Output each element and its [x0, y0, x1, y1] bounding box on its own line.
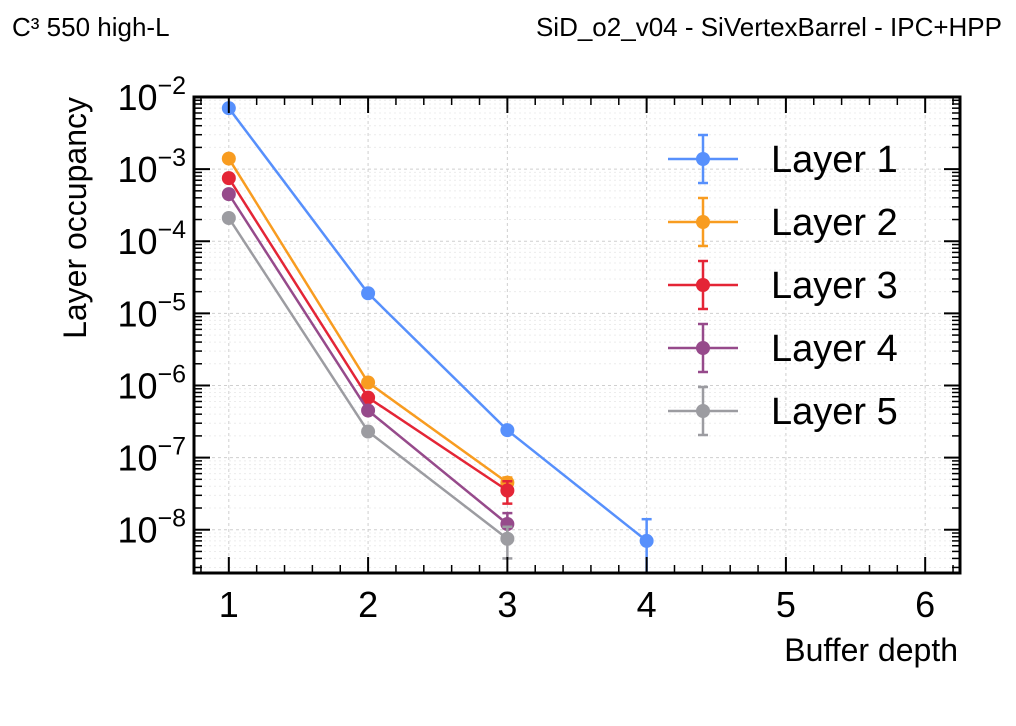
header-left-label: C³ 550 high-L	[12, 12, 170, 42]
legend-label: Layer 3	[771, 265, 898, 307]
data-point	[361, 424, 376, 439]
y-tick-label: 10−4	[117, 216, 186, 262]
data-point	[221, 151, 236, 166]
legend-item-3: Layer 3	[668, 259, 898, 311]
y-tick-label: 10−3	[117, 144, 186, 190]
tick-labels: 1 2 3 4 5 6 10−2 10−3 10−4 10−5 10−6 10−7 10−8	[117, 72, 935, 625]
x-tick-label: 1	[219, 584, 239, 625]
y-tick-label: 10−8	[117, 505, 186, 551]
x-tick-label: 5	[776, 584, 796, 625]
series-5	[221, 211, 515, 560]
header-right-label: SiD_o2_v04 - SiVertexBarrel - IPC+HPP	[535, 12, 1002, 42]
y-tick-label: 10−2	[117, 72, 186, 118]
legend-marker	[696, 152, 710, 166]
x-tick-label: 4	[637, 584, 657, 625]
legend-marker	[696, 215, 710, 229]
x-tick-label: 6	[915, 584, 935, 625]
y-tick-label: 10−6	[117, 360, 186, 406]
series-line	[227, 107, 648, 542]
legend-item-1: Layer 1	[668, 133, 898, 185]
legend-label: Layer 4	[771, 328, 898, 370]
data-point	[361, 390, 376, 405]
legend-marker	[696, 404, 710, 418]
data-point	[221, 171, 236, 186]
x-tick-label: 2	[358, 584, 378, 625]
series-group	[221, 101, 654, 573]
data-point	[221, 187, 236, 202]
x-axis-label: Buffer depth	[784, 632, 958, 668]
legend-item-5: Layer 5	[668, 385, 898, 437]
y-tick-label: 10−5	[117, 288, 186, 334]
data-point	[639, 533, 654, 548]
data-point	[361, 403, 376, 418]
ticks	[194, 96, 960, 573]
legend-label: Layer 1	[771, 139, 898, 181]
legend-item-4: Layer 4	[668, 322, 898, 374]
data-point	[500, 423, 515, 438]
data-point	[361, 375, 376, 390]
legend-marker	[696, 278, 710, 292]
legend-label: Layer 2	[771, 202, 898, 244]
series-3	[221, 171, 515, 505]
data-point	[221, 211, 236, 226]
x-tick-label: 3	[497, 584, 517, 625]
data-point	[361, 286, 376, 301]
data-point	[500, 531, 515, 546]
legend-item-2: Layer 2	[668, 196, 898, 248]
y-axis-label: Layer occupancy	[57, 97, 93, 339]
data-point	[500, 483, 515, 498]
legend-marker	[696, 341, 710, 355]
legend: Layer 1 Layer 2 Layer 3 Layer 4 Layer 5	[668, 133, 898, 437]
y-tick-label: 10−7	[117, 433, 186, 479]
legend-label: Layer 5	[771, 391, 898, 433]
series-1	[221, 101, 654, 573]
